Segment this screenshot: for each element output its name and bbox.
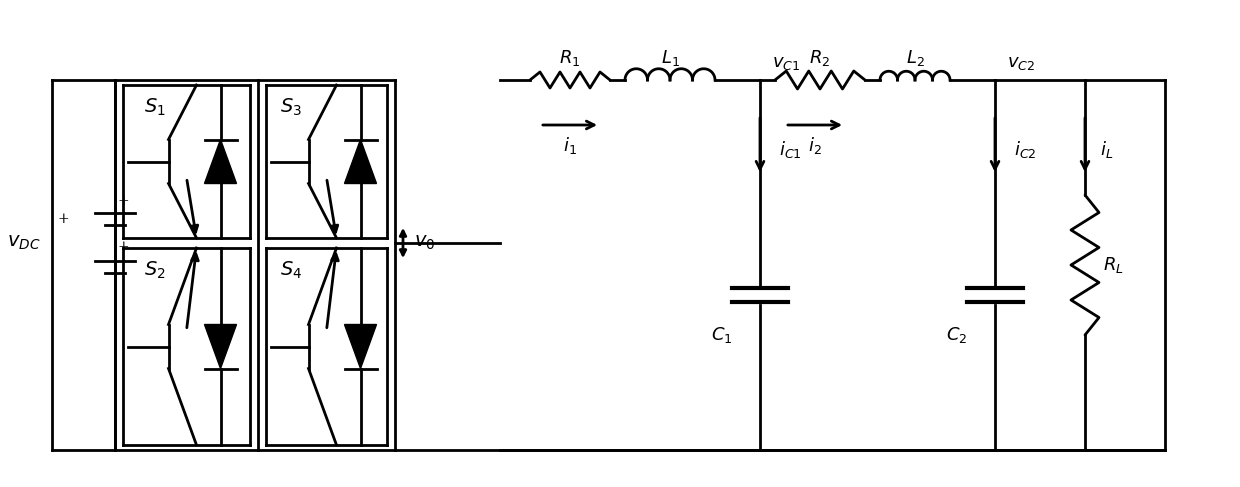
Text: $v_0$: $v_0$ — [414, 234, 435, 252]
Text: $R_L$: $R_L$ — [1102, 255, 1123, 275]
Text: $v_{C2}$: $v_{C2}$ — [1007, 54, 1035, 72]
Text: $L_1$: $L_1$ — [661, 48, 680, 68]
Text: $C_2$: $C_2$ — [946, 325, 967, 345]
Text: +: + — [118, 194, 129, 208]
Text: $i_1$: $i_1$ — [563, 134, 577, 155]
Text: $S_1$: $S_1$ — [144, 96, 166, 118]
Text: $R_2$: $R_2$ — [810, 48, 831, 68]
Text: $S_2$: $S_2$ — [144, 260, 166, 281]
Text: $S_4$: $S_4$ — [280, 260, 303, 281]
Polygon shape — [205, 324, 237, 369]
Text: $v_{C1}$: $v_{C1}$ — [773, 54, 800, 72]
Text: $S_3$: $S_3$ — [280, 96, 303, 118]
Text: $i_2$: $i_2$ — [808, 134, 822, 155]
Polygon shape — [345, 139, 377, 184]
Text: $i_L$: $i_L$ — [1100, 139, 1114, 161]
Text: $L_2$: $L_2$ — [905, 48, 924, 68]
Polygon shape — [345, 324, 377, 369]
Text: $i_{C2}$: $i_{C2}$ — [1014, 139, 1037, 161]
Text: $R_1$: $R_1$ — [559, 48, 580, 68]
Text: $C_1$: $C_1$ — [712, 325, 733, 345]
Text: $v_{DC}$: $v_{DC}$ — [7, 234, 41, 252]
Text: $i_{C1}$: $i_{C1}$ — [779, 139, 801, 161]
Text: +: + — [57, 212, 68, 226]
Polygon shape — [205, 139, 237, 184]
Text: +: + — [118, 240, 129, 254]
